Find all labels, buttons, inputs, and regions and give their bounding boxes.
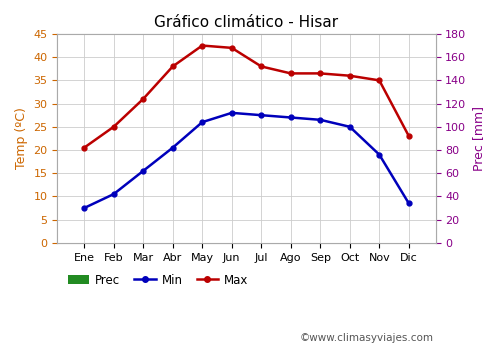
Y-axis label: Prec [mm]: Prec [mm] — [472, 106, 485, 171]
Bar — [252, 205, 271, 243]
Bar — [104, 237, 124, 243]
Bar — [281, 209, 300, 243]
Text: ©www.climasyviajes.com: ©www.climasyviajes.com — [300, 333, 434, 343]
Bar — [134, 238, 153, 243]
Bar — [340, 240, 359, 243]
Legend: Prec, Min, Max: Prec, Min, Max — [64, 269, 253, 291]
Y-axis label: Temp (ºC): Temp (ºC) — [15, 107, 28, 169]
Bar — [192, 234, 212, 243]
Title: Gráfico climático - Hisar: Gráfico climático - Hisar — [154, 15, 338, 30]
Bar — [310, 219, 330, 243]
Bar — [74, 239, 94, 243]
Bar — [370, 242, 389, 243]
Bar — [163, 239, 182, 243]
Bar — [222, 224, 242, 243]
Bar — [399, 241, 418, 243]
